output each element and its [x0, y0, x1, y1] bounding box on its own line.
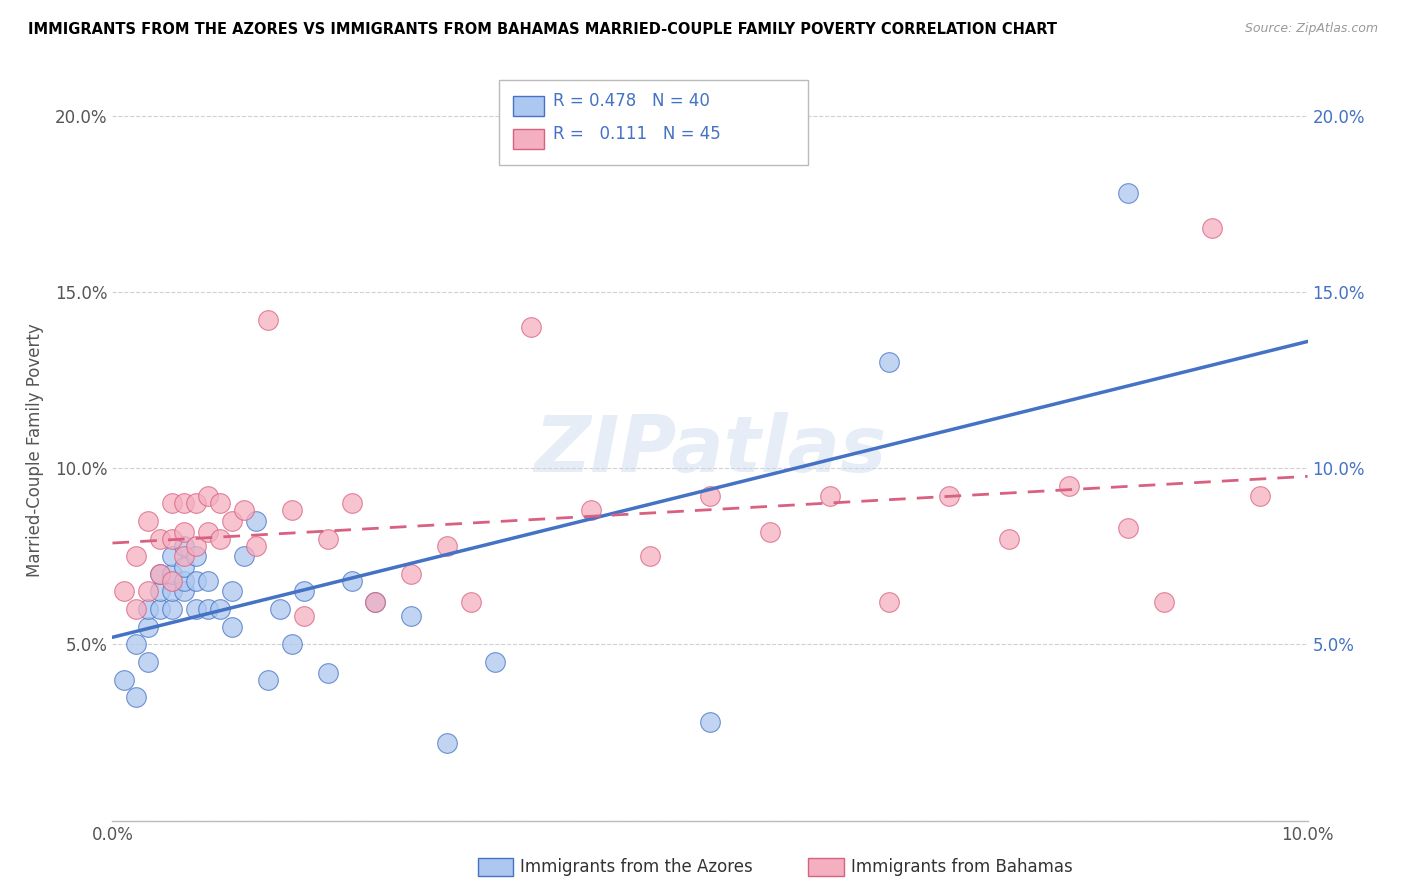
Point: [759, 524, 782, 539]
Point: [364, 595, 387, 609]
Point: [436, 736, 458, 750]
Point: [114, 584, 135, 599]
Point: [186, 549, 208, 564]
Point: [316, 532, 339, 546]
Point: [484, 655, 506, 669]
Point: [209, 602, 232, 616]
Point: [340, 574, 363, 588]
Point: [162, 532, 183, 546]
Point: [173, 539, 195, 553]
Point: [1201, 221, 1223, 235]
Point: [520, 320, 543, 334]
Point: [162, 584, 183, 599]
Point: [173, 496, 195, 510]
Point: [1118, 186, 1140, 200]
Point: [1249, 489, 1271, 503]
Point: [162, 496, 183, 510]
Point: [125, 690, 148, 705]
Point: [197, 489, 219, 503]
Point: [699, 714, 721, 729]
Point: [138, 514, 160, 528]
Point: [138, 584, 160, 599]
Point: [292, 609, 315, 624]
Point: [340, 496, 363, 510]
Point: [173, 559, 195, 574]
Point: [149, 602, 172, 616]
Point: [233, 549, 256, 564]
Point: [162, 602, 183, 616]
Point: [221, 514, 243, 528]
Point: [173, 584, 195, 599]
Point: [209, 496, 232, 510]
Point: [221, 584, 243, 599]
Point: [186, 496, 208, 510]
Text: Source: ZipAtlas.com: Source: ZipAtlas.com: [1244, 22, 1378, 36]
Point: [149, 566, 172, 581]
Point: [186, 574, 208, 588]
Text: R = 0.478   N = 40: R = 0.478 N = 40: [553, 92, 710, 110]
Point: [138, 655, 160, 669]
Point: [699, 489, 721, 503]
Point: [197, 602, 219, 616]
Point: [436, 539, 458, 553]
Point: [257, 313, 280, 327]
Point: [269, 602, 291, 616]
Point: [938, 489, 960, 503]
Point: [1057, 479, 1080, 493]
Text: IMMIGRANTS FROM THE AZORES VS IMMIGRANTS FROM BAHAMAS MARRIED-COUPLE FAMILY POVE: IMMIGRANTS FROM THE AZORES VS IMMIGRANTS…: [28, 22, 1057, 37]
Point: [281, 637, 304, 651]
Point: [149, 532, 172, 546]
Point: [209, 532, 232, 546]
Point: [401, 566, 423, 581]
Point: [281, 503, 304, 517]
Point: [138, 620, 160, 634]
Point: [186, 602, 208, 616]
Point: [401, 609, 423, 624]
Point: [149, 584, 172, 599]
Text: Immigrants from the Azores: Immigrants from the Azores: [520, 858, 754, 876]
Point: [114, 673, 135, 687]
Point: [1153, 595, 1175, 609]
Point: [173, 549, 195, 564]
Text: Immigrants from Bahamas: Immigrants from Bahamas: [851, 858, 1073, 876]
Point: [640, 549, 662, 564]
Point: [162, 574, 183, 588]
Point: [162, 549, 183, 564]
Point: [818, 489, 841, 503]
Point: [257, 673, 280, 687]
Point: [460, 595, 482, 609]
Y-axis label: Married-Couple Family Poverty: Married-Couple Family Poverty: [25, 324, 44, 577]
Point: [197, 524, 219, 539]
Point: [364, 595, 387, 609]
Point: [233, 503, 256, 517]
Point: [292, 584, 315, 599]
Point: [149, 566, 172, 581]
Point: [186, 539, 208, 553]
Point: [125, 637, 148, 651]
Point: [221, 620, 243, 634]
Point: [245, 514, 267, 528]
Point: [579, 503, 602, 517]
Point: [998, 532, 1021, 546]
Point: [162, 566, 183, 581]
Text: ZIPatlas: ZIPatlas: [534, 412, 886, 489]
Point: [125, 602, 148, 616]
Point: [173, 574, 195, 588]
Point: [316, 665, 339, 680]
Point: [245, 539, 267, 553]
Point: [879, 595, 901, 609]
Text: R =   0.111   N = 45: R = 0.111 N = 45: [553, 125, 720, 143]
Point: [879, 355, 901, 369]
Point: [1118, 521, 1140, 535]
Point: [138, 602, 160, 616]
Point: [197, 574, 219, 588]
Point: [173, 524, 195, 539]
Point: [125, 549, 148, 564]
